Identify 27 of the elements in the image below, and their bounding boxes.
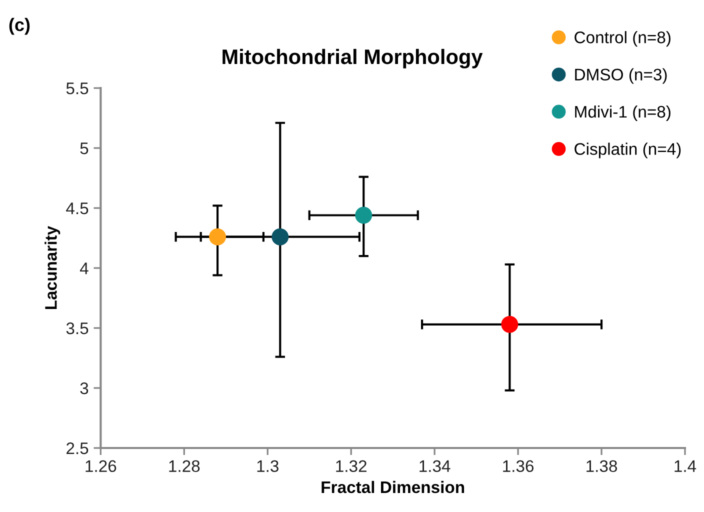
- point: [272, 228, 289, 246]
- x-tick-label: 1.3: [257, 460, 278, 472]
- y-tick-label: 5.5: [66, 82, 88, 94]
- y-axis-title: Lacunarity: [44, 226, 60, 310]
- point: [209, 228, 226, 246]
- point: [355, 206, 372, 224]
- y-tick-label: 3: [80, 382, 88, 394]
- chart-title: Mitochondrial Morphology: [222, 48, 483, 68]
- y-tick-label: 4: [80, 262, 88, 274]
- y-tick-label: 3.5: [66, 322, 88, 334]
- text: (c): [9, 18, 30, 35]
- point: [501, 316, 518, 333]
- y-tick-label: 4.5: [66, 202, 88, 214]
- x-tick-label: 1.36: [503, 460, 534, 472]
- y-tick-label: 2.5: [66, 442, 88, 454]
- legend-label: DMSO (n=3): [575, 68, 667, 84]
- x-tick-label: 1.4: [674, 460, 696, 472]
- x-axis-title: Fractal Dimension: [322, 480, 464, 494]
- legend-label: Control (n=8): [574, 31, 670, 47]
- legend-label: Mdivi-1 (n=8): [575, 105, 670, 122]
- x-tick-label: 1.38: [586, 460, 618, 472]
- x-tick-label: 1.26: [86, 460, 116, 472]
- y-tick-label: 5: [80, 142, 88, 154]
- x-tick-label: 1.34: [420, 460, 450, 472]
- x-tick-label: 1.28: [169, 460, 200, 472]
- legend-label: Cisplatin (n=4): [574, 142, 681, 158]
- x-tick-label: 1.32: [336, 460, 366, 472]
